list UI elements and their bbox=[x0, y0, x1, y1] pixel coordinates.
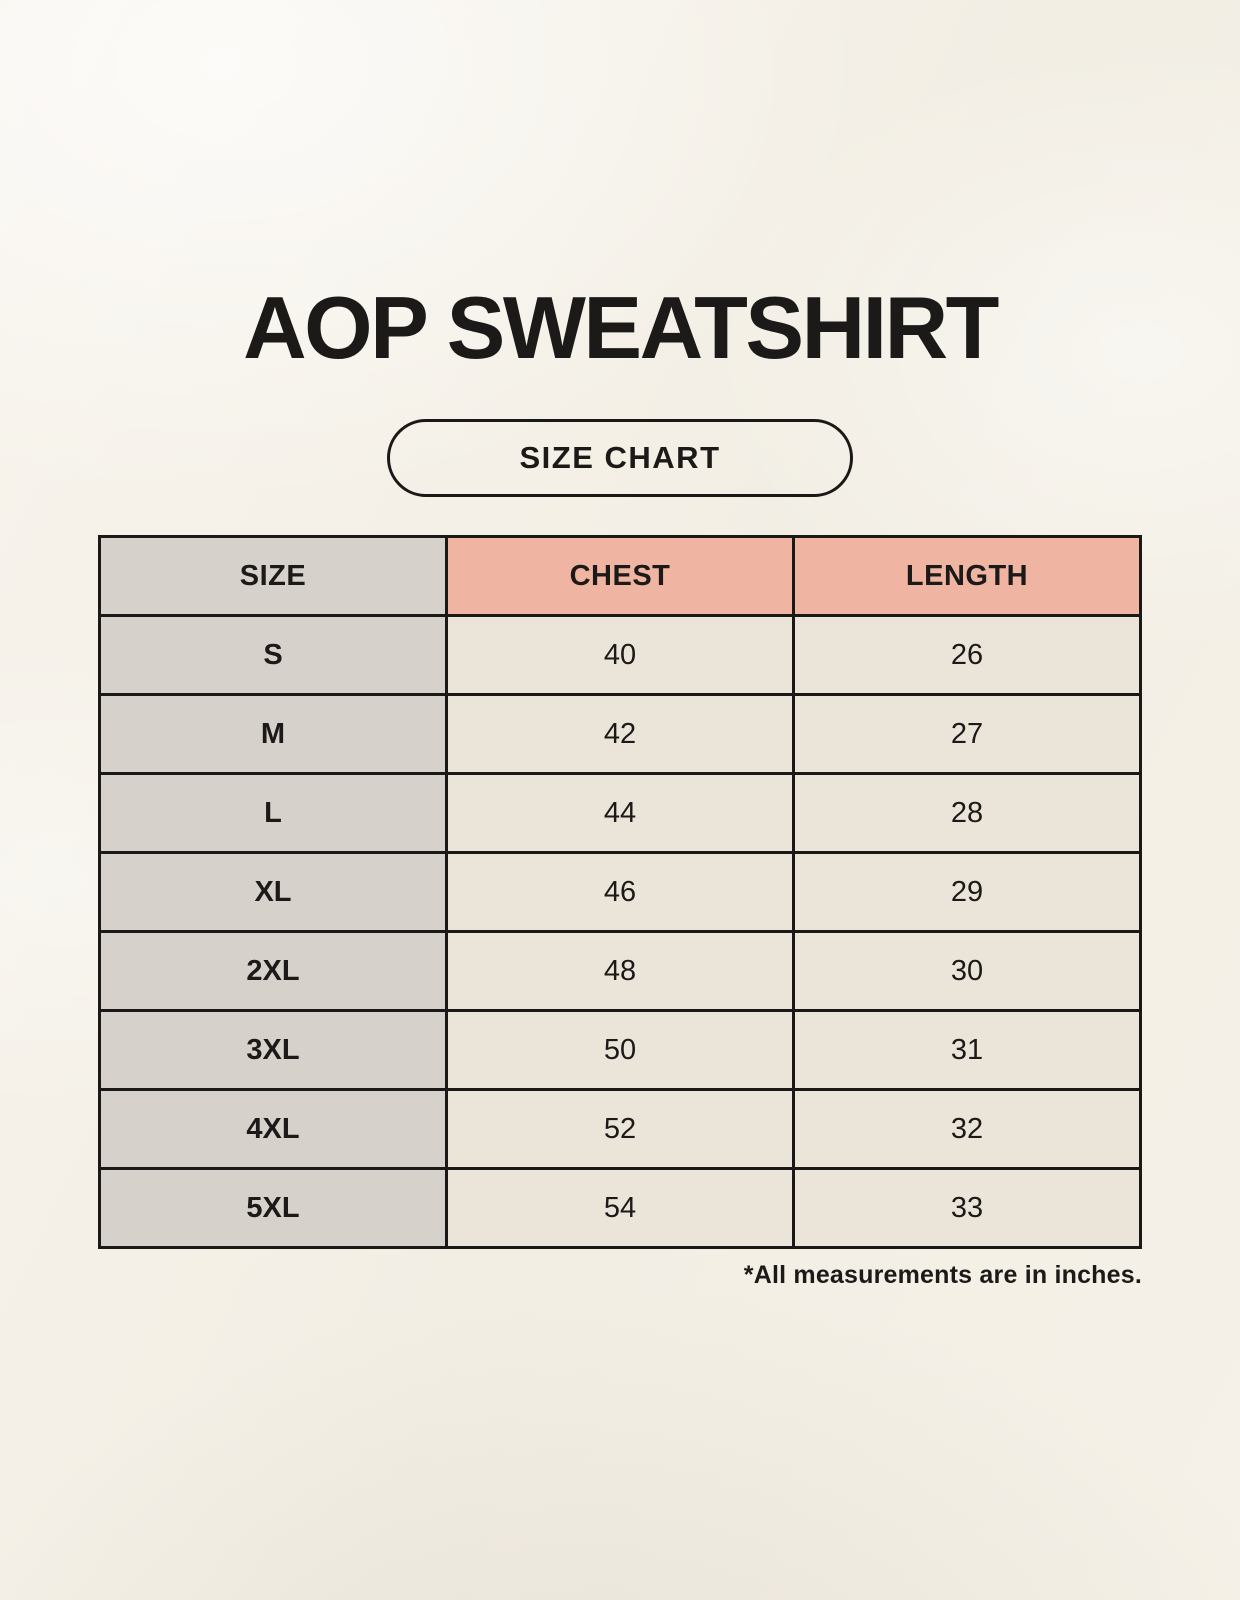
size-label-cell: XL bbox=[98, 851, 448, 933]
chest-value-cell: 52 bbox=[445, 1088, 795, 1170]
size-label-cell: 4XL bbox=[98, 1088, 448, 1170]
chest-value-cell: 46 bbox=[445, 851, 795, 933]
size-label-cell: 3XL bbox=[98, 1009, 448, 1091]
table-row: XL 46 29 bbox=[98, 851, 1142, 933]
length-value-cell: 28 bbox=[792, 772, 1142, 854]
chest-value-cell: 42 bbox=[445, 693, 795, 775]
size-label-cell: S bbox=[98, 614, 448, 696]
size-label-cell: L bbox=[98, 772, 448, 854]
column-header-chest: CHEST bbox=[445, 535, 795, 617]
table-row: S 40 26 bbox=[98, 614, 1142, 696]
length-value-cell: 31 bbox=[792, 1009, 1142, 1091]
size-label-cell: M bbox=[98, 693, 448, 775]
length-value-cell: 27 bbox=[792, 693, 1142, 775]
chest-value-cell: 44 bbox=[445, 772, 795, 854]
table-row: L 44 28 bbox=[98, 772, 1142, 854]
column-header-length: LENGTH bbox=[792, 535, 1142, 617]
table-row: 3XL 50 31 bbox=[98, 1009, 1142, 1091]
size-label-cell: 2XL bbox=[98, 930, 448, 1012]
table-header-row: SIZE CHEST LENGTH bbox=[98, 535, 1142, 617]
chest-value-cell: 50 bbox=[445, 1009, 795, 1091]
chest-value-cell: 54 bbox=[445, 1167, 795, 1249]
length-value-cell: 29 bbox=[792, 851, 1142, 933]
table-row: 2XL 48 30 bbox=[98, 930, 1142, 1012]
page-title: AOP SWEATSHIRT bbox=[243, 278, 999, 377]
measurement-footnote: *All measurements are in inches. bbox=[743, 1261, 1142, 1289]
size-chart-page: AOP SWEATSHIRT SIZE CHART SIZE CHEST LEN… bbox=[98, 278, 1142, 1289]
table-row: M 42 27 bbox=[98, 693, 1142, 775]
column-header-size: SIZE bbox=[98, 535, 448, 617]
chest-value-cell: 48 bbox=[445, 930, 795, 1012]
length-value-cell: 33 bbox=[792, 1167, 1142, 1249]
length-value-cell: 26 bbox=[792, 614, 1142, 696]
size-label-cell: 5XL bbox=[98, 1167, 448, 1249]
chest-value-cell: 40 bbox=[445, 614, 795, 696]
size-chart-button[interactable]: SIZE CHART bbox=[387, 419, 853, 497]
table-row: 5XL 54 33 bbox=[98, 1167, 1142, 1249]
table-row: 4XL 52 32 bbox=[98, 1088, 1142, 1170]
length-value-cell: 32 bbox=[792, 1088, 1142, 1170]
size-table: SIZE CHEST LENGTH S 40 26 M 42 27 L 44 2… bbox=[98, 535, 1142, 1249]
length-value-cell: 30 bbox=[792, 930, 1142, 1012]
